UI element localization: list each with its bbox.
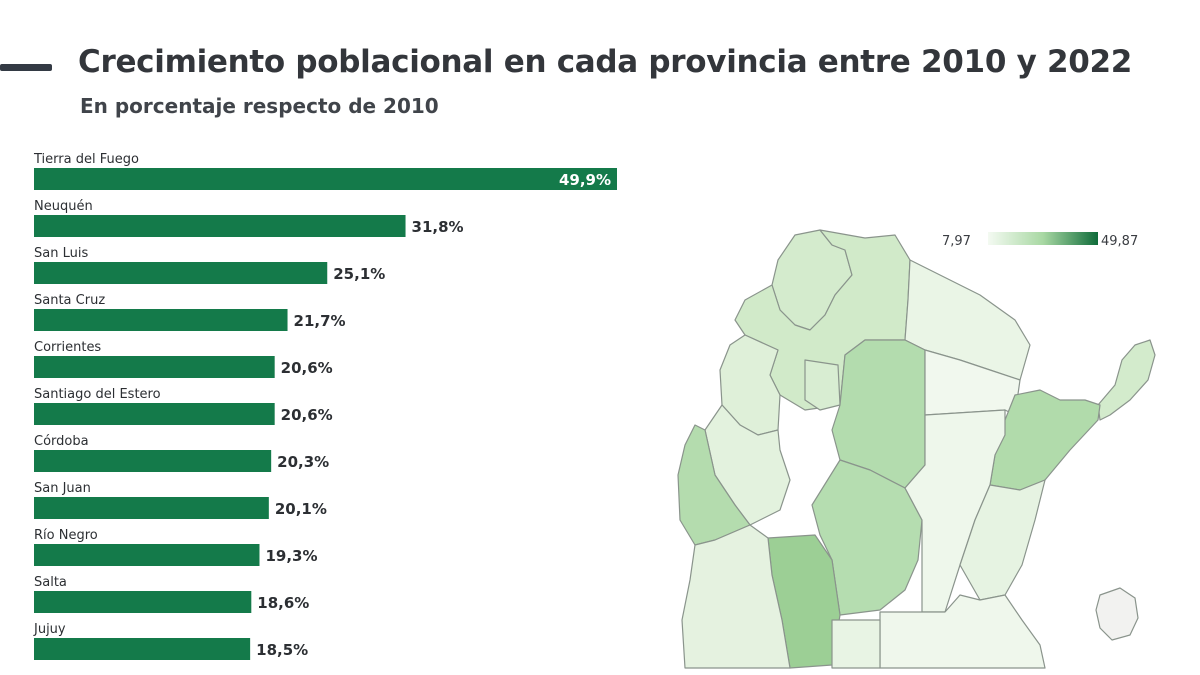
province-tucuman: [804, 359, 841, 411]
province-entre-rios: [959, 479, 1046, 601]
legend-max-label: 49,87: [1101, 234, 1138, 249]
category-label: Jujuy: [33, 622, 66, 637]
chart-subtitle: En porcentaje respecto de 2010: [80, 94, 439, 118]
category-label: Salta: [34, 575, 67, 590]
chart-title: Crecimiento poblacional en cada provinci…: [78, 44, 1133, 80]
value-label: 25,1%: [333, 265, 385, 283]
bar: [34, 638, 251, 660]
category-label: Santa Cruz: [34, 293, 105, 308]
category-label: Tierra del Fuego: [33, 152, 139, 167]
choropleth-map: 7,97 49,87: [677, 229, 1156, 669]
province-mendoza: [681, 524, 791, 669]
value-label: 18,5%: [256, 641, 308, 659]
province-buenos-aires: [879, 594, 1046, 669]
bar: [34, 262, 328, 284]
value-label: 18,6%: [257, 594, 309, 612]
value-label: 31,8%: [412, 218, 464, 236]
category-label: San Luis: [34, 246, 88, 261]
category-label: San Juan: [34, 481, 91, 496]
bar: [34, 497, 269, 519]
title-accent-bar: [0, 64, 52, 71]
value-label: 20,1%: [275, 500, 327, 518]
country-uruguay: [1095, 587, 1139, 641]
value-label: 19,3%: [265, 547, 317, 565]
category-label: Río Negro: [34, 528, 98, 543]
value-label: 20,3%: [277, 453, 329, 471]
category-label: Corrientes: [34, 340, 101, 355]
legend-min-label: 7,97: [942, 234, 971, 249]
bar: [34, 168, 617, 190]
value-label: 21,7%: [294, 312, 346, 330]
value-label: 49,9%: [559, 171, 611, 189]
value-label: 20,6%: [281, 359, 333, 377]
bar-chart: Tierra del Fuego 49,9% Neuquén 31,8% San Lui…: [33, 152, 617, 660]
bar: [34, 450, 272, 472]
bar: [34, 544, 260, 566]
province-cordoba: [811, 459, 923, 616]
province-misiones: [1097, 339, 1156, 421]
bar: [34, 309, 288, 331]
map-legend: 7,97 49,87: [942, 232, 1138, 249]
bar: [34, 356, 275, 378]
bar: [34, 215, 406, 237]
bar: [34, 591, 252, 613]
category-label: Santiago del Estero: [34, 387, 161, 402]
value-label: 20,6%: [281, 406, 333, 424]
category-label: Neuquén: [34, 199, 93, 214]
bar: [34, 403, 275, 425]
province-la-pampa: [831, 619, 881, 669]
category-label: Córdoba: [34, 434, 89, 449]
legend-color-scale: [988, 232, 1098, 245]
